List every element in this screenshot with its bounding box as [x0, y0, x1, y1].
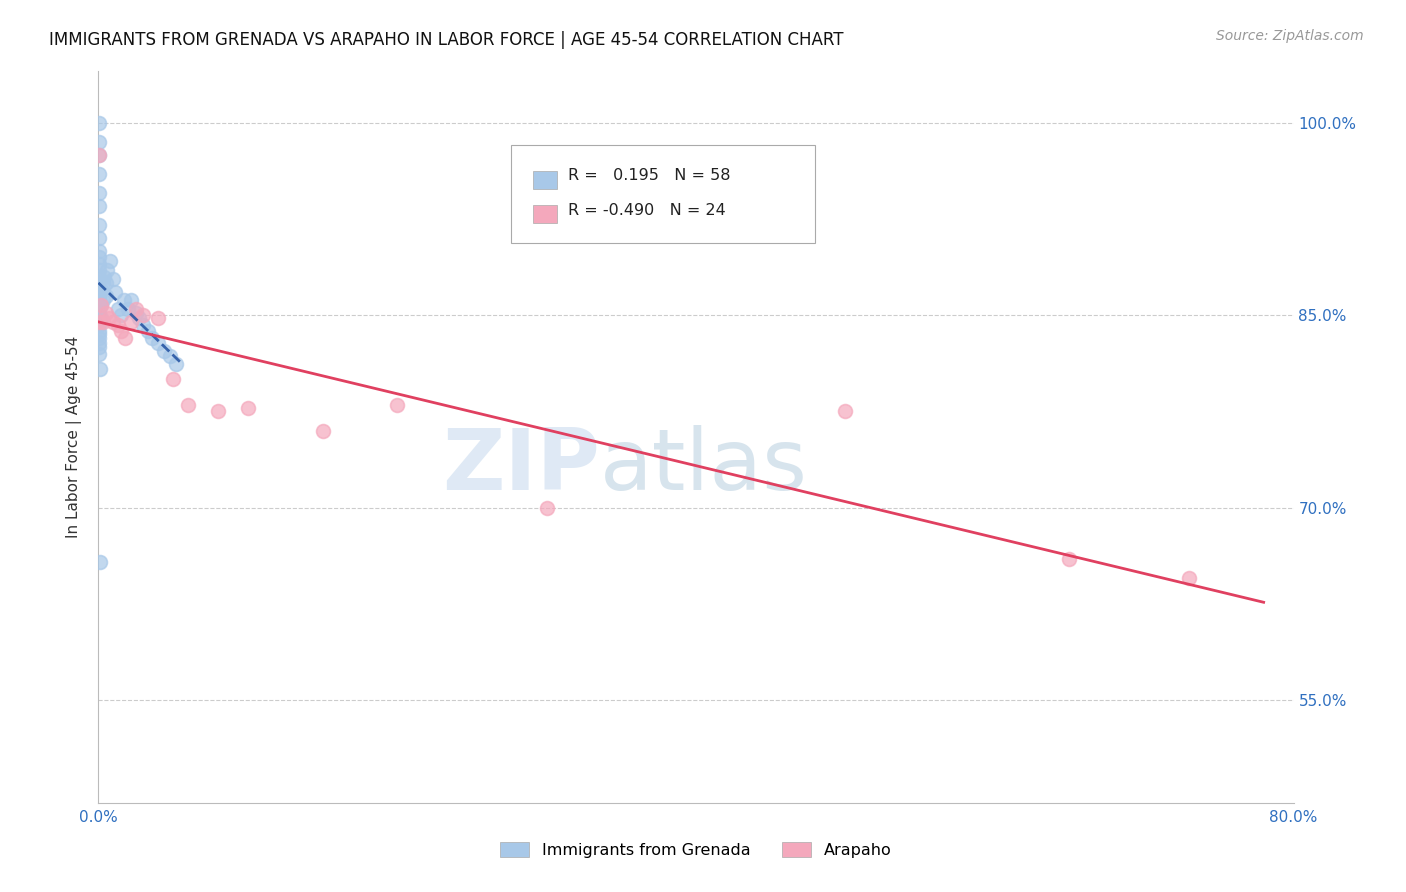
Point — [207, 404, 229, 418]
Point — [1059, 552, 1081, 566]
Point — [112, 293, 135, 307]
Point — [148, 310, 170, 325]
Point — [94, 289, 117, 303]
Text: IMMIGRANTS FROM GRENADA VS ARAPAHO IN LABOR FORCE | AGE 45-54 CORRELATION CHART: IMMIGRANTS FROM GRENADA VS ARAPAHO IN LA… — [49, 31, 844, 49]
Point — [128, 310, 150, 325]
Point — [89, 148, 111, 162]
Point — [89, 293, 111, 307]
Point — [94, 276, 117, 290]
Point — [89, 340, 111, 354]
FancyBboxPatch shape — [510, 145, 815, 244]
Point — [136, 324, 159, 338]
Point — [536, 500, 558, 515]
Point — [125, 301, 148, 316]
Point — [89, 116, 111, 130]
Y-axis label: In Labor Force | Age 45-54: In Labor Force | Age 45-54 — [66, 336, 83, 538]
Point — [89, 289, 111, 303]
Point — [117, 301, 139, 316]
Point — [89, 244, 111, 258]
Point — [91, 293, 114, 307]
Point — [89, 324, 111, 338]
Point — [89, 318, 111, 333]
Point — [90, 298, 112, 312]
Point — [107, 301, 129, 316]
Point — [236, 401, 259, 415]
Point — [153, 344, 176, 359]
Point — [89, 148, 111, 162]
Point — [125, 305, 148, 319]
Point — [141, 331, 163, 345]
Point — [89, 555, 111, 569]
Point — [148, 336, 170, 351]
Point — [90, 283, 112, 297]
Point — [89, 298, 111, 312]
Point — [91, 315, 114, 329]
Point — [89, 135, 111, 149]
FancyBboxPatch shape — [533, 205, 557, 224]
Point — [114, 331, 136, 345]
Point — [89, 327, 111, 342]
Point — [89, 315, 111, 329]
Point — [98, 254, 122, 268]
Point — [1178, 571, 1201, 585]
Point — [94, 305, 117, 319]
Point — [89, 285, 111, 299]
Point — [89, 219, 111, 233]
Point — [89, 167, 111, 181]
Point — [96, 263, 118, 277]
FancyBboxPatch shape — [533, 170, 557, 189]
Point — [159, 349, 181, 363]
Point — [89, 199, 111, 213]
Point — [834, 404, 856, 418]
Point — [132, 318, 155, 333]
Point — [89, 362, 111, 376]
Point — [89, 310, 111, 325]
Text: Source: ZipAtlas.com: Source: ZipAtlas.com — [1216, 29, 1364, 43]
Text: R =   0.195   N = 58: R = 0.195 N = 58 — [568, 169, 731, 184]
Text: R = -0.490   N = 24: R = -0.490 N = 24 — [568, 202, 725, 218]
Point — [90, 298, 112, 312]
Point — [165, 357, 187, 371]
Point — [177, 398, 200, 412]
Point — [103, 272, 125, 286]
Point — [162, 372, 184, 386]
Point — [89, 269, 111, 284]
Point — [107, 318, 129, 333]
Legend: Immigrants from Grenada, Arapaho: Immigrants from Grenada, Arapaho — [494, 836, 898, 864]
Point — [89, 263, 111, 277]
Point — [89, 186, 111, 201]
Point — [93, 269, 115, 284]
Point — [90, 310, 112, 325]
Point — [103, 315, 125, 329]
Point — [89, 276, 111, 290]
Point — [89, 301, 111, 316]
Text: ZIP: ZIP — [443, 425, 600, 508]
Point — [89, 336, 111, 351]
Point — [89, 251, 111, 265]
Point — [89, 315, 111, 329]
Point — [89, 280, 111, 294]
Point — [89, 231, 111, 245]
Point — [120, 315, 142, 329]
Point — [89, 346, 111, 360]
Point — [89, 305, 111, 319]
Point — [104, 285, 127, 299]
Point — [385, 398, 409, 412]
Text: atlas: atlas — [600, 425, 808, 508]
Point — [132, 308, 155, 322]
Point — [97, 310, 120, 325]
Point — [110, 324, 132, 338]
Point — [89, 257, 111, 271]
Point — [110, 308, 132, 322]
Point — [120, 293, 142, 307]
Point — [91, 276, 114, 290]
Point — [89, 331, 111, 345]
Point — [311, 424, 333, 438]
